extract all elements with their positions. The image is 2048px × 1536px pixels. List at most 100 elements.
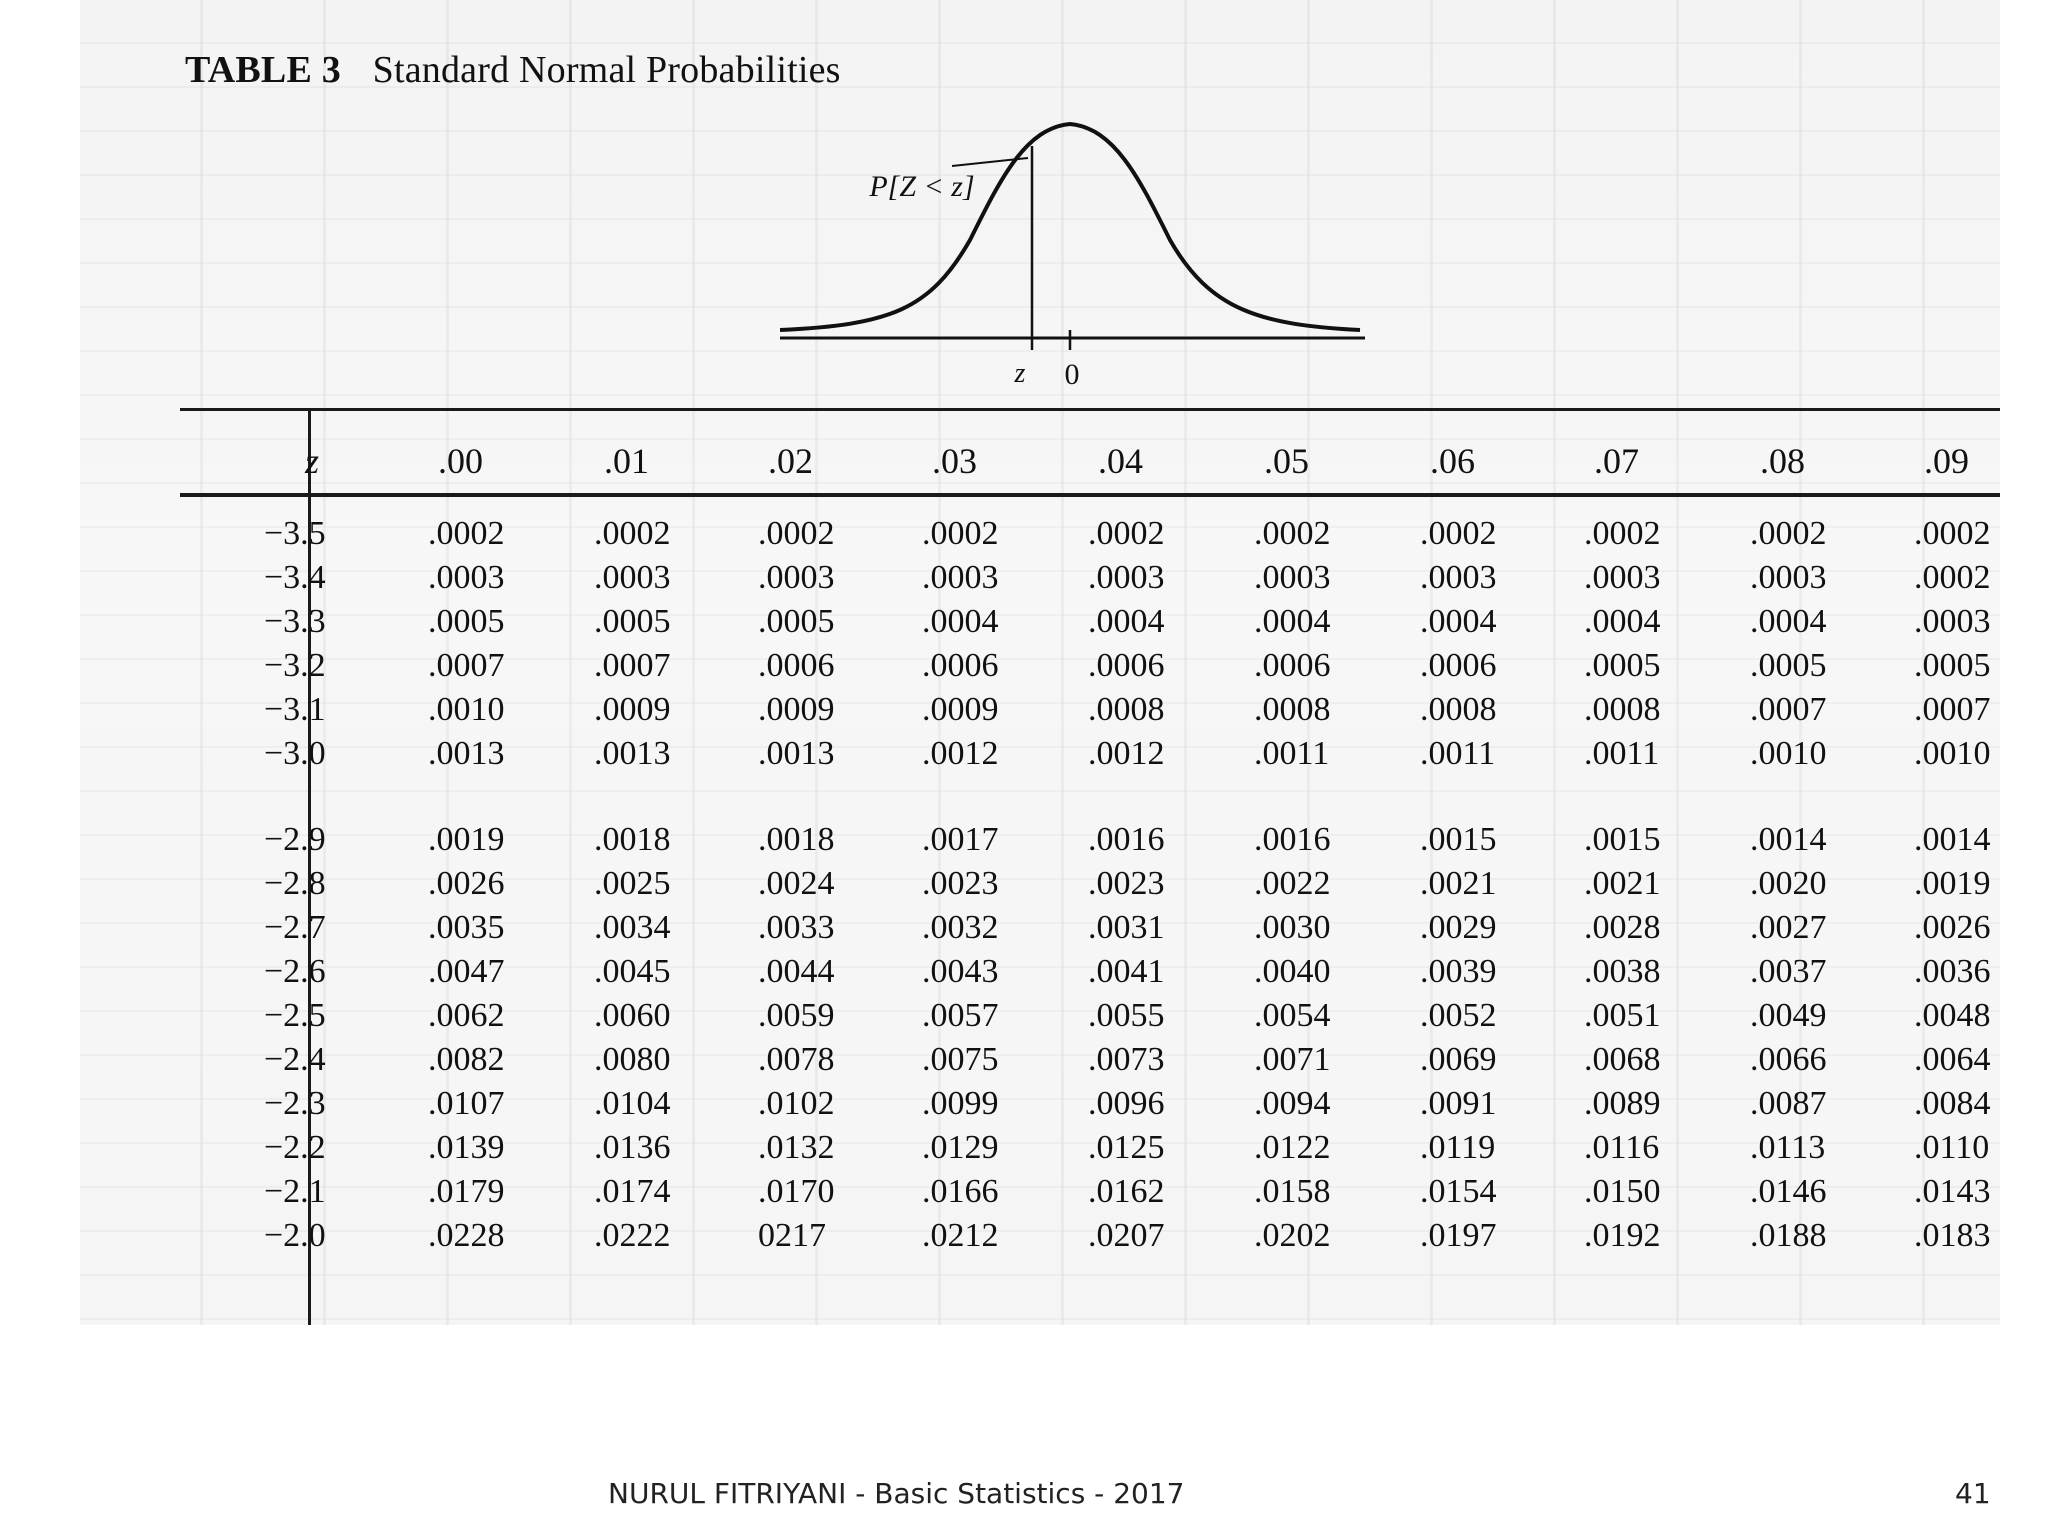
- table-row: −2.8 .0026 .0025 .0024 .0023 .0023 .0022 .0021.…: [180, 862, 2000, 906]
- probability-cell: .0052: [1420, 997, 1497, 1034]
- probability-cell: .0011: [1420, 735, 1496, 772]
- z-value: −3.3: [264, 603, 326, 640]
- probability-cell: .0197: [1420, 1217, 1497, 1254]
- probability-cell: .0004: [1420, 603, 1497, 640]
- probability-cell: .0008: [1088, 691, 1165, 728]
- probability-cell: .0018: [594, 821, 671, 858]
- table-row: −2.6 .0047 .0045 .0044 .0043 .0041 .0040 .0039.…: [180, 950, 2000, 994]
- probability-cell: .0006: [1420, 647, 1497, 684]
- table-row: −2.2 .0139 .0136 .0132 .0129 .0125 .0122 .0119.…: [180, 1126, 2000, 1170]
- probability-cell: .0078: [758, 1041, 835, 1078]
- probability-cell: .0096: [1088, 1085, 1165, 1122]
- table-top-rule: [180, 408, 2000, 411]
- probability-cell: .0003: [1254, 559, 1331, 596]
- probability-cell: .0031: [1088, 909, 1165, 946]
- probability-cell: .0099: [922, 1085, 999, 1122]
- probability-cell: .0041: [1088, 953, 1165, 990]
- table-row: −3.2 .0007 .0007 .0006 .0006 .0006 .0006 .0006.…: [180, 644, 2000, 688]
- table-row: −2.7 .0035 .0034 .0033 .0032 .0031 .0030 .0029.…: [180, 906, 2000, 950]
- z-value: −2.5: [264, 997, 326, 1034]
- probability-cell: .0212: [922, 1217, 999, 1254]
- table-row: −2.0 .0228 .0222 0217 .0212 .0207 .0202 .0197 .0…: [180, 1214, 2000, 1258]
- probability-cell: .0069: [1420, 1041, 1497, 1078]
- probability-cell: .0068: [1584, 1041, 1661, 1078]
- probability-cell: .0026: [1914, 909, 1991, 946]
- probability-cell: .0009: [758, 691, 835, 728]
- probability-cell: .0003: [1088, 559, 1165, 596]
- probability-cell: .0059: [758, 997, 835, 1034]
- probability-cell: .0005: [1584, 647, 1661, 684]
- probability-cell: .0033: [758, 909, 835, 946]
- column-header: .08: [1760, 441, 1805, 481]
- probability-cell: .0010: [428, 691, 505, 728]
- probability-cell: .0018: [758, 821, 835, 858]
- probability-cell: .0005: [594, 603, 671, 640]
- probability-cell: .0013: [428, 735, 505, 772]
- probability-cell: .0110: [1914, 1129, 1990, 1166]
- probability-cell: .0049: [1750, 997, 1827, 1034]
- probability-cell: 0217: [758, 1217, 826, 1254]
- normal-curve-figure: P[Z < z] z 0: [780, 121, 1365, 391]
- probability-cell: .0113: [1750, 1129, 1826, 1166]
- probability-cell: .0062: [428, 997, 505, 1034]
- probability-cell: .0010: [1914, 735, 1991, 772]
- probability-cell: .0202: [1254, 1217, 1331, 1254]
- table-block-lower: −2.9 .0019 .0018 .0018 .0017 .0016 .0016 .0015.…: [180, 818, 2000, 1258]
- probability-cell: .0048: [1914, 997, 1991, 1034]
- probability-cell: .0026: [428, 865, 505, 902]
- probability-cell: .0004: [1254, 603, 1331, 640]
- probability-cell: .0009: [594, 691, 671, 728]
- scanned-page: TABLE 3 Standard Normal Probabilities P[…: [80, 0, 2000, 1325]
- table-row: −2.5 .0062 .0060 .0059 .0057 .0055 .0054 .0052.…: [180, 994, 2000, 1038]
- column-header: .07: [1594, 441, 1639, 481]
- probability-cell: .0019: [1914, 865, 1991, 902]
- z-value: −3.2: [264, 647, 326, 684]
- probability-cell: .0162: [1088, 1173, 1165, 1210]
- probability-cell: .0029: [1420, 909, 1497, 946]
- column-header: .04: [1098, 441, 1143, 481]
- probability-cell: .0025: [594, 865, 671, 902]
- probability-cell: .0080: [594, 1041, 671, 1078]
- probability-cell: .0012: [922, 735, 999, 772]
- probability-cell: .0005: [758, 603, 835, 640]
- probability-cell: .0122: [1254, 1129, 1331, 1166]
- probability-cell: .0010: [1750, 735, 1827, 772]
- z-value: −2.8: [264, 865, 326, 902]
- probability-cell: .0087: [1750, 1085, 1827, 1122]
- probability-cell: .0183: [1914, 1217, 1991, 1254]
- probability-cell: .0136: [594, 1129, 671, 1166]
- probability-cell: .0007: [1750, 691, 1827, 728]
- probability-cell: .0028: [1584, 909, 1661, 946]
- probability-cell: .0166: [922, 1173, 999, 1210]
- probability-cell: .0045: [594, 953, 671, 990]
- probability-cell: .0004: [922, 603, 999, 640]
- probability-cell: .0013: [758, 735, 835, 772]
- probability-cell: .0037: [1750, 953, 1827, 990]
- probability-cell: .0094: [1254, 1085, 1331, 1122]
- table-heading: Standard Normal Probabilities: [372, 49, 841, 91]
- probability-cell: .0013: [594, 735, 671, 772]
- probability-cell: .0016: [1088, 821, 1165, 858]
- column-header: .00: [438, 441, 483, 481]
- probability-cell: .0040: [1254, 953, 1331, 990]
- table-title: TABLE 3 Standard Normal Probabilities: [185, 48, 841, 92]
- probability-cell: .0055: [1088, 997, 1165, 1034]
- probability-cell: .0002: [1914, 515, 1991, 552]
- probability-cell: .0207: [1088, 1217, 1165, 1254]
- bell-curve: [780, 121, 1361, 332]
- probability-cell: .0016: [1254, 821, 1331, 858]
- probability-cell: .0003: [1914, 603, 1991, 640]
- probability-cell: .0125: [1088, 1129, 1165, 1166]
- probability-cell: .0030: [1254, 909, 1331, 946]
- probability-cell: .0003: [758, 559, 835, 596]
- probability-cell: .0129: [922, 1129, 999, 1166]
- probability-cell: .0024: [758, 865, 835, 902]
- probability-cell: .0008: [1254, 691, 1331, 728]
- z-value: −3.0: [264, 735, 326, 772]
- probability-cell: .0132: [758, 1129, 835, 1166]
- probability-cell: .0222: [594, 1217, 671, 1254]
- probability-cell: .0075: [922, 1041, 999, 1078]
- probability-cell: .0004: [1088, 603, 1165, 640]
- probability-cell: .0015: [1584, 821, 1661, 858]
- probability-cell: .0071: [1254, 1041, 1331, 1078]
